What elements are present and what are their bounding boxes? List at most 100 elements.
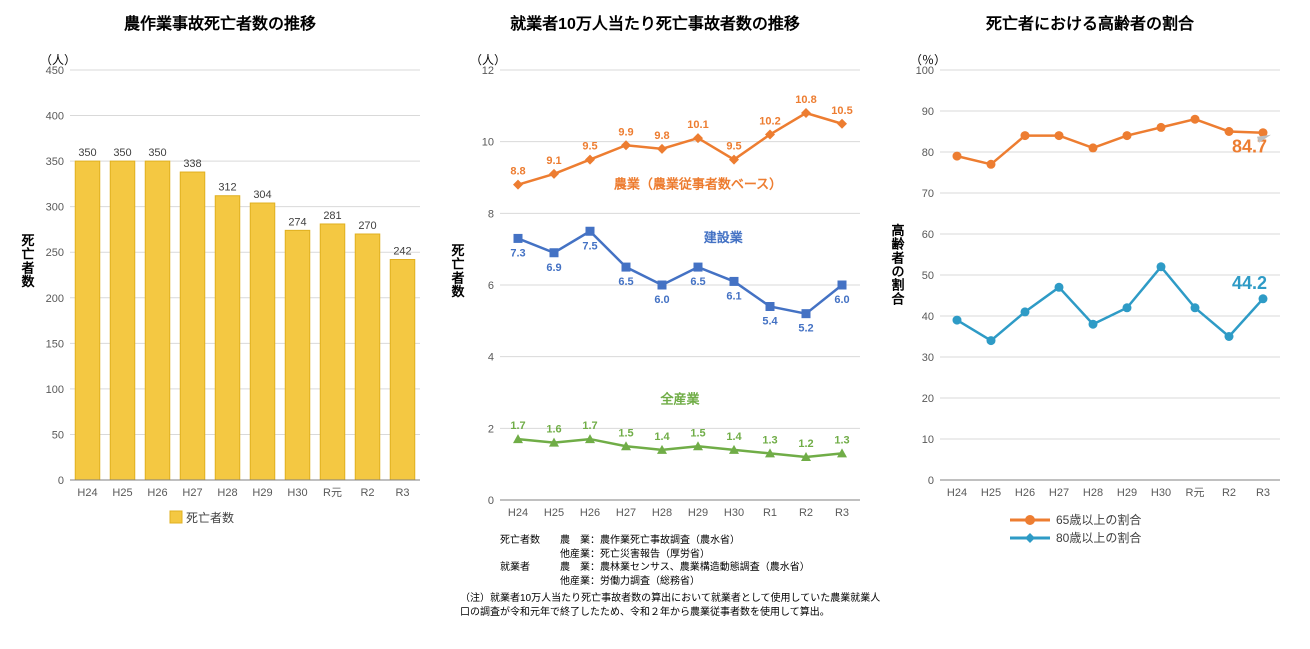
svg-text:建設業: 建設業: [704, 230, 744, 245]
svg-text:1.5: 1.5: [690, 427, 705, 439]
chart3-title: 死亡者における高齢者の割合: [880, 10, 1300, 34]
svg-text:1.6: 1.6: [546, 424, 561, 436]
svg-text:死亡者数: 死亡者数: [20, 233, 35, 289]
svg-text:R元: R元: [323, 487, 342, 499]
svg-text:281: 281: [323, 210, 341, 222]
chart2-sources: 死亡者数農 業：農作業死亡事故調査（農水省） 他産業：死亡災害報告（厚労省） 就…: [500, 534, 870, 588]
chart1-title: 農作業事故死亡者数の推移: [10, 10, 430, 34]
svg-text:1.4: 1.4: [726, 431, 742, 443]
svg-text:44.2: 44.2: [1232, 273, 1267, 293]
svg-text:R元: R元: [1186, 487, 1205, 499]
svg-text:H28: H28: [217, 487, 237, 499]
svg-text:100: 100: [46, 384, 64, 396]
svg-text:90: 90: [922, 106, 934, 118]
svg-text:H30: H30: [724, 507, 744, 519]
svg-text:H24: H24: [77, 487, 97, 499]
svg-text:8.8: 8.8: [510, 166, 525, 178]
svg-text:1.3: 1.3: [762, 434, 777, 446]
svg-text:250: 250: [46, 247, 64, 259]
svg-text:H28: H28: [1083, 487, 1103, 499]
svg-text:300: 300: [46, 202, 64, 214]
svg-text:350: 350: [78, 147, 96, 159]
svg-text:H27: H27: [1049, 487, 1069, 499]
svg-text:200: 200: [46, 293, 64, 305]
svg-text:R2: R2: [799, 507, 813, 519]
svg-text:304: 304: [253, 189, 271, 201]
svg-text:30: 30: [922, 352, 934, 364]
svg-text:150: 150: [46, 338, 64, 350]
svg-text:9.8: 9.8: [654, 130, 669, 142]
chart2-svg: （人）024681012死亡者数H24H25H26H27H28H29H30R1R…: [440, 40, 870, 530]
svg-text:10: 10: [922, 434, 934, 446]
src-deaths-label: 死亡者数: [500, 534, 560, 548]
svg-text:死亡者数: 死亡者数: [450, 243, 465, 299]
svg-text:R3: R3: [1256, 487, 1270, 499]
svg-text:10.5: 10.5: [831, 105, 852, 117]
svg-text:9.9: 9.9: [618, 126, 633, 138]
svg-text:9.5: 9.5: [582, 141, 597, 153]
svg-text:12: 12: [482, 65, 494, 77]
svg-text:R2: R2: [360, 487, 374, 499]
svg-text:R1: R1: [763, 507, 777, 519]
svg-text:60: 60: [922, 229, 934, 241]
svg-text:H25: H25: [544, 507, 564, 519]
svg-text:8: 8: [488, 208, 494, 220]
svg-text:R2: R2: [1222, 487, 1236, 499]
svg-text:H25: H25: [981, 487, 1001, 499]
svg-text:350: 350: [148, 147, 166, 159]
svg-text:R3: R3: [395, 487, 409, 499]
svg-text:10.2: 10.2: [759, 116, 780, 128]
svg-text:350: 350: [46, 156, 64, 168]
svg-text:70: 70: [922, 188, 934, 200]
svg-text:H26: H26: [1015, 487, 1035, 499]
chart2-note: （注）就業者10万人当たり死亡事故者数の算出において就業者として使用していた農業…: [460, 592, 890, 619]
svg-text:20: 20: [922, 393, 934, 405]
svg-text:高齢者の割合: 高齢者の割合: [890, 223, 905, 306]
svg-text:死亡者数: 死亡者数: [186, 510, 234, 525]
svg-text:40: 40: [922, 311, 934, 323]
svg-text:1.5: 1.5: [618, 427, 633, 439]
svg-text:H27: H27: [616, 507, 636, 519]
svg-text:0: 0: [58, 475, 64, 487]
svg-text:H30: H30: [1151, 487, 1171, 499]
svg-text:10.1: 10.1: [687, 119, 708, 131]
svg-text:65歳以上の割合: 65歳以上の割合: [1056, 512, 1141, 527]
svg-text:1.4: 1.4: [654, 431, 670, 443]
svg-text:H25: H25: [112, 487, 132, 499]
svg-text:農業（農業従事者数ベース）: 農業（農業従事者数ベース）: [614, 176, 782, 191]
svg-text:H26: H26: [580, 507, 600, 519]
svg-text:0: 0: [928, 475, 934, 487]
svg-text:6.9: 6.9: [546, 262, 561, 274]
svg-text:6.1: 6.1: [726, 290, 741, 302]
svg-text:6.5: 6.5: [690, 276, 705, 288]
chart3-panel: 死亡者における高齢者の割合 （％）0102030405060708090100高…: [880, 10, 1300, 588]
svg-text:80: 80: [922, 147, 934, 159]
svg-text:H30: H30: [287, 487, 307, 499]
svg-text:10: 10: [482, 137, 494, 149]
chart1-svg: （人）050100150200250300350400450死亡者数350H24…: [10, 40, 430, 560]
svg-text:50: 50: [52, 429, 64, 441]
chart1-panel: 農作業事故死亡者数の推移 （人）050100150200250300350400…: [10, 10, 430, 588]
svg-text:H28: H28: [652, 507, 672, 519]
svg-text:1.7: 1.7: [582, 420, 597, 432]
chart2-panel: 就業者10万人当たり死亡事故者数の推移 （人）024681012死亡者数H24H…: [440, 10, 870, 588]
svg-text:50: 50: [922, 270, 934, 282]
chart3-svg: （％）0102030405060708090100高齢者の割合H24H25H26…: [880, 40, 1300, 560]
svg-text:338: 338: [183, 158, 201, 170]
svg-text:6.5: 6.5: [618, 276, 633, 288]
svg-text:10.8: 10.8: [795, 94, 816, 106]
svg-text:7.3: 7.3: [510, 247, 525, 259]
svg-text:9.5: 9.5: [726, 141, 741, 153]
svg-text:0: 0: [488, 495, 494, 507]
svg-text:80歳以上の割合: 80歳以上の割合: [1056, 530, 1141, 545]
svg-text:6: 6: [488, 280, 494, 292]
src-workers-label: 就業者: [500, 561, 560, 575]
svg-text:1.3: 1.3: [834, 434, 849, 446]
svg-text:H29: H29: [688, 507, 708, 519]
svg-text:242: 242: [393, 246, 411, 258]
svg-text:350: 350: [113, 147, 131, 159]
svg-text:H29: H29: [252, 487, 272, 499]
svg-text:5.2: 5.2: [798, 323, 813, 335]
svg-text:H27: H27: [182, 487, 202, 499]
svg-text:312: 312: [218, 182, 236, 194]
